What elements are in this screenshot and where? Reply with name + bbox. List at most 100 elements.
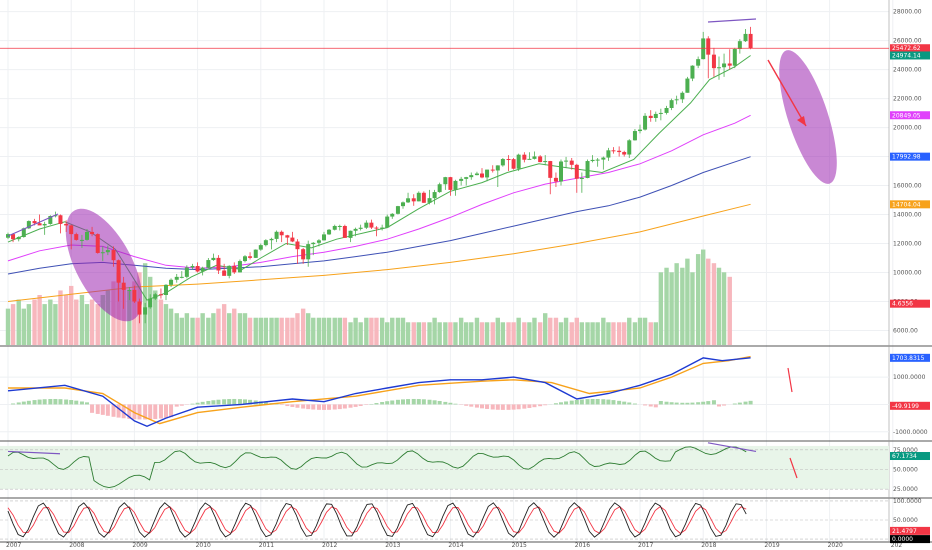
macd-histogram-bar (211, 400, 216, 405)
macd-histogram-bar (290, 404, 295, 407)
candle-body (279, 231, 284, 236)
macd-histogram-bar (48, 398, 53, 405)
volume-bar (648, 322, 653, 345)
macd-histogram-bar (722, 404, 727, 406)
volume-bar (405, 322, 411, 345)
volume-bar (511, 322, 516, 345)
macd-histogram-bar (674, 402, 679, 405)
x-tick-label: 2013 (385, 542, 400, 549)
macd-histogram-bar (559, 402, 563, 405)
macd-histogram-bar (69, 400, 74, 405)
candle-body (664, 107, 669, 113)
macd-histogram-bar (527, 404, 532, 408)
macd-histogram-bar (148, 404, 153, 420)
volume-bar (716, 267, 722, 345)
volume-bar (669, 272, 674, 345)
volume-bar (590, 322, 595, 345)
candle-body (222, 270, 227, 276)
volume-bar (316, 317, 322, 345)
macd-histogram-bar (622, 401, 627, 405)
macd-histogram-bar (421, 399, 426, 405)
volume-bar (490, 322, 495, 345)
macd-histogram-bar (11, 403, 16, 405)
volume-bar (179, 317, 184, 345)
volume-bar (495, 317, 500, 345)
candle-body (627, 140, 632, 155)
macd-histogram-bar (564, 401, 569, 405)
x-tick-label: 2012 (322, 542, 337, 549)
candle-body (374, 227, 379, 229)
macd-histogram-bar (627, 402, 632, 405)
macd-histogram-bar (474, 404, 479, 408)
volume-bar (390, 317, 395, 345)
price-badge-label: -49.9199 (892, 403, 919, 410)
volume-bar (21, 308, 26, 345)
macd-histogram-bar (16, 402, 21, 405)
candle-body (90, 231, 95, 235)
macd-histogram-bar (179, 404, 184, 406)
candle-body (737, 41, 742, 49)
volume-bar (69, 285, 74, 345)
macd-histogram-bar (232, 398, 237, 405)
candle-body (543, 161, 548, 163)
volume-bar (537, 322, 543, 345)
candle-body (490, 169, 495, 171)
volume-bar (227, 313, 232, 345)
macd-histogram-bar (105, 404, 110, 416)
macd-line (7, 357, 751, 428)
volume-bar (258, 317, 263, 345)
volume-bar (558, 322, 564, 345)
macd-histogram-bar (100, 404, 105, 415)
volume-bar (84, 304, 90, 345)
candle-body (459, 178, 464, 181)
volume-bar (437, 322, 442, 345)
volume-bar (637, 317, 643, 345)
macd-histogram-bar (200, 401, 205, 405)
macd-histogram-bar (606, 399, 611, 405)
candle-body (522, 154, 527, 160)
candle-body (500, 159, 505, 166)
candle-body (148, 298, 153, 308)
candle-body (385, 216, 390, 228)
volume-bar (321, 317, 327, 345)
trend-line (7, 213, 59, 237)
candle-body (743, 33, 748, 42)
macd-histogram-bar (116, 404, 121, 418)
candle-body (653, 113, 658, 118)
ma-line-pink (7, 114, 751, 269)
volume-bar (342, 317, 348, 345)
candle-body (137, 301, 142, 315)
macd-histogram-bar (643, 404, 648, 406)
candle-body (85, 231, 89, 240)
macd-histogram-bar (195, 402, 200, 405)
macd-histogram-bar (717, 404, 721, 407)
macd-histogram-bar (374, 403, 379, 405)
trend-line (707, 442, 757, 453)
candle-body (395, 206, 400, 214)
volume-bar (337, 317, 342, 345)
candle-body (295, 241, 300, 250)
candle-body (353, 228, 358, 231)
volume-bar (206, 317, 211, 345)
candle-body (253, 249, 258, 258)
volume-bar (680, 267, 685, 345)
candle-body (416, 192, 421, 202)
candle-body (206, 260, 211, 268)
macd-histogram-bar (64, 399, 69, 405)
macd-histogram-bar (453, 403, 458, 405)
volume-bar (379, 317, 385, 345)
arrow-line (787, 367, 793, 393)
volume-bar (190, 317, 195, 345)
macd-histogram-bar (263, 402, 268, 405)
candle-body (153, 294, 158, 299)
candle-body (121, 282, 126, 290)
macd-histogram-bar (680, 402, 685, 405)
candle-body (706, 38, 711, 55)
candle-body (469, 175, 474, 178)
candle-body (601, 157, 606, 160)
volume-bar (506, 322, 511, 345)
macd-histogram-bar (337, 404, 342, 410)
y-tick-label: 25.0000 (893, 486, 918, 493)
volume-bar (163, 304, 169, 345)
price-badge (890, 526, 930, 535)
